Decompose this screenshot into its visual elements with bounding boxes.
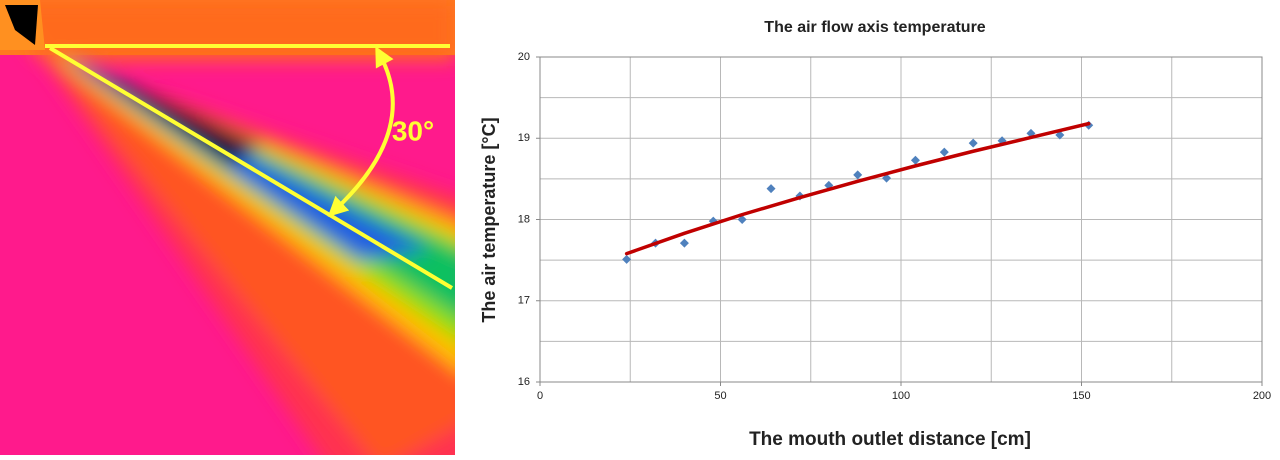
y-tick-label: 19 (518, 132, 530, 144)
data-point (910, 155, 920, 165)
data-point (766, 184, 776, 194)
x-tick-label: 200 (1253, 390, 1271, 402)
x-axis-label: The mouth outlet distance [cm] (749, 429, 1031, 450)
chart-title: The air flow axis temperature (764, 19, 986, 36)
data-point (853, 170, 863, 180)
x-tick-label: 150 (1072, 390, 1090, 402)
angle-annotation: 30° (392, 115, 434, 146)
y-axis-label: The air temperature [°C] (479, 117, 499, 322)
y-tick-label: 18 (518, 213, 530, 225)
x-tick-label: 100 (892, 390, 910, 402)
trend-line (624, 121, 1091, 256)
data-point (939, 147, 949, 157)
thermal-image: 30° (0, 0, 455, 455)
data-point (679, 238, 689, 248)
y-tick-label: 16 (518, 376, 530, 388)
y-tick-label: 20 (518, 51, 530, 63)
x-tick-label: 50 (714, 390, 726, 402)
data-point (968, 138, 978, 148)
x-tick-label: 0 (537, 390, 543, 402)
data-point (622, 254, 632, 264)
y-tick-label: 17 (518, 295, 530, 307)
data-point (737, 215, 747, 224)
